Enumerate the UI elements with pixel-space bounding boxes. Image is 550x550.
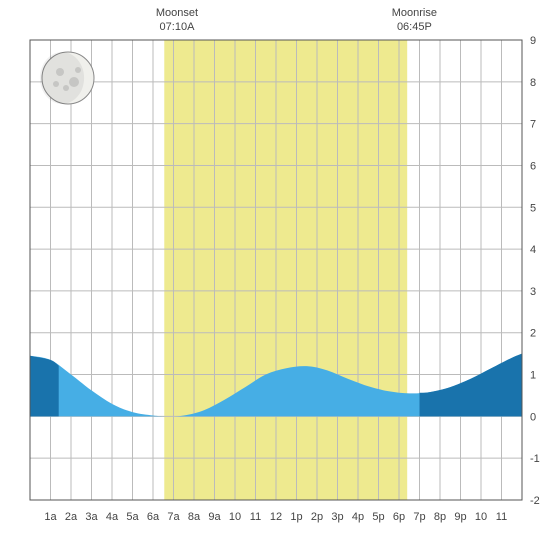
x-tick-label: 10 bbox=[475, 511, 487, 523]
daylight-band bbox=[164, 40, 407, 500]
y-tick-label: 3 bbox=[530, 286, 536, 298]
x-tick-label: 4p bbox=[352, 511, 364, 523]
x-tick-label: 9a bbox=[208, 511, 221, 523]
x-tick-label: 3a bbox=[85, 511, 98, 523]
x-tick-label: 1a bbox=[44, 511, 57, 523]
x-tick-label: 7a bbox=[167, 511, 180, 523]
y-tick-label: 4 bbox=[530, 244, 536, 256]
y-tick-label: 5 bbox=[530, 202, 536, 214]
x-tick-label: 1p bbox=[290, 511, 302, 523]
x-tick-label: 3p bbox=[331, 511, 343, 523]
moonrise-time: 06:45P bbox=[397, 21, 432, 33]
x-tick-label: 4a bbox=[106, 511, 119, 523]
x-tick-label: 11 bbox=[496, 511, 507, 523]
tide-area-night-am bbox=[30, 356, 59, 417]
moonset-label: Moonset bbox=[156, 7, 198, 19]
y-tick-label: 6 bbox=[530, 160, 536, 172]
tide-chart: -2-101234567891a2a3a4a5a6a7a8a9a1011121p… bbox=[0, 0, 550, 550]
x-tick-label: 12 bbox=[270, 511, 282, 523]
y-tick-label: -2 bbox=[530, 495, 540, 507]
y-tick-label: 7 bbox=[530, 119, 536, 131]
moonset-time: 07:10A bbox=[160, 21, 196, 33]
x-tick-label: 6a bbox=[147, 511, 160, 523]
x-tick-label: 8p bbox=[434, 511, 446, 523]
y-tick-label: 9 bbox=[530, 35, 536, 47]
x-tick-label: 7p bbox=[413, 511, 425, 523]
y-tick-label: 2 bbox=[530, 328, 536, 340]
y-tick-label: 1 bbox=[530, 370, 536, 382]
x-tick-label: 2p bbox=[311, 511, 323, 523]
x-tick-label: 9p bbox=[454, 511, 466, 523]
y-tick-label: 0 bbox=[530, 411, 536, 423]
x-tick-label: 5a bbox=[126, 511, 139, 523]
chart-svg: -2-101234567891a2a3a4a5a6a7a8a9a1011121p… bbox=[0, 0, 550, 550]
y-tick-label: -1 bbox=[530, 453, 540, 465]
x-tick-label: 8a bbox=[188, 511, 201, 523]
moonrise-label: Moonrise bbox=[392, 7, 437, 19]
x-tick-label: 2a bbox=[65, 511, 78, 523]
x-tick-label: 10 bbox=[229, 511, 241, 523]
x-tick-label: 11 bbox=[250, 511, 261, 523]
x-tick-label: 5p bbox=[372, 511, 384, 523]
y-tick-label: 8 bbox=[530, 77, 536, 89]
moon-icon bbox=[40, 52, 94, 104]
x-tick-label: 6p bbox=[393, 511, 405, 523]
